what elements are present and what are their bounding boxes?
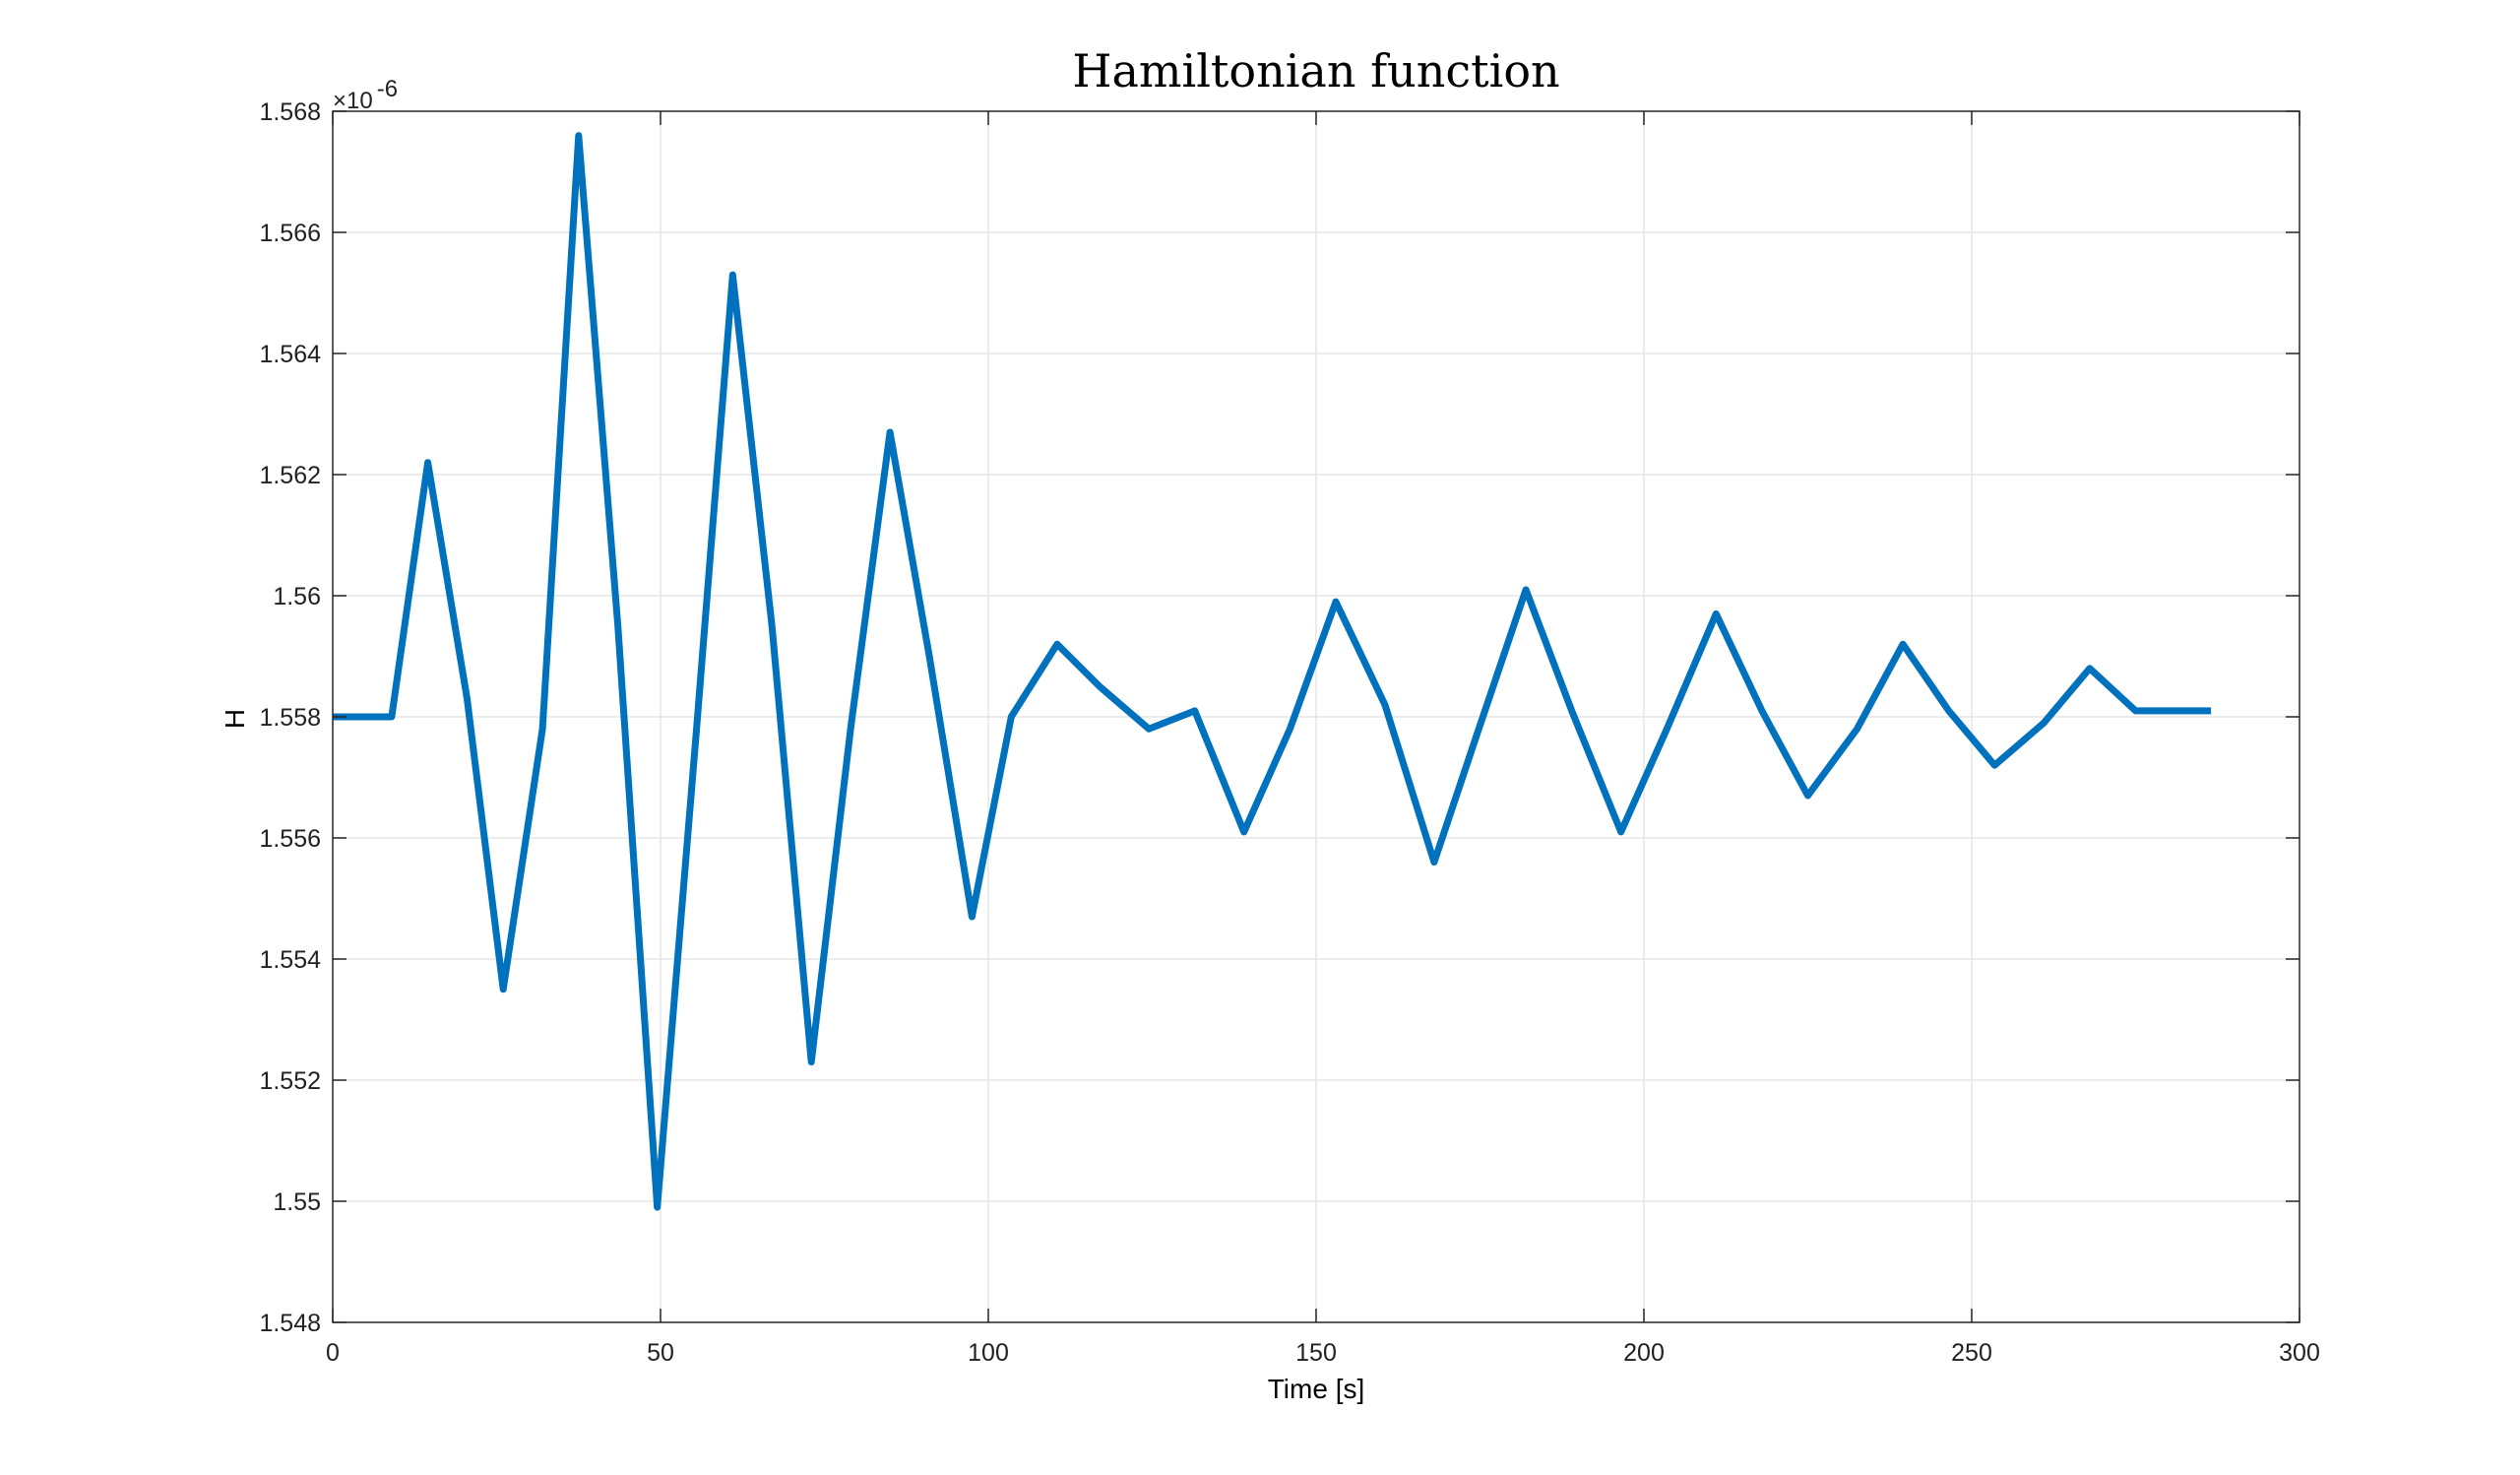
x-tick-label: 100 xyxy=(968,1339,1009,1367)
y-tick-label: 1.556 xyxy=(259,825,321,853)
x-tick-label: 200 xyxy=(1623,1339,1665,1367)
y-tick-label: 1.548 xyxy=(259,1310,321,1337)
x-tick-label: 150 xyxy=(1295,1339,1337,1367)
y-exponent-label: ×10 -6 xyxy=(333,76,398,114)
x-axis-label: Time [s] xyxy=(1268,1374,1365,1404)
y-tick-label: 1.568 xyxy=(259,98,321,126)
y-tick-labels: 1.548 1.55 1.552 1.554 1.556 1.558 1.56 1.562 1.… xyxy=(259,98,321,1337)
y-tick-label: 1.554 xyxy=(259,946,321,974)
x-tick-labels: 0 50 100 150 200 250 300 xyxy=(326,1339,2320,1367)
y-tick-label: 1.566 xyxy=(259,220,321,247)
y-tick-label: 1.562 xyxy=(259,462,321,489)
x-tick-label: 250 xyxy=(1951,1339,1992,1367)
y-tick-label: 1.564 xyxy=(259,341,321,368)
x-tick-label: 50 xyxy=(647,1339,674,1367)
y-axis-label: H xyxy=(220,709,250,729)
x-tick-label: 300 xyxy=(2279,1339,2320,1367)
y-tick-label: 1.56 xyxy=(273,583,321,610)
y-tick-label: 1.552 xyxy=(259,1067,321,1095)
y-tick-label: 1.558 xyxy=(259,704,321,732)
chart-title: Hamiltonian function xyxy=(1072,44,1559,97)
hamiltonian-series-line xyxy=(333,132,2212,1211)
y-tick-label: 1.55 xyxy=(273,1188,321,1216)
y-exponent-power: -6 xyxy=(377,76,398,102)
tick-marks xyxy=(332,110,2300,1323)
x-tick-label: 0 xyxy=(326,1339,340,1367)
y-exponent-base: ×10 xyxy=(333,88,373,114)
